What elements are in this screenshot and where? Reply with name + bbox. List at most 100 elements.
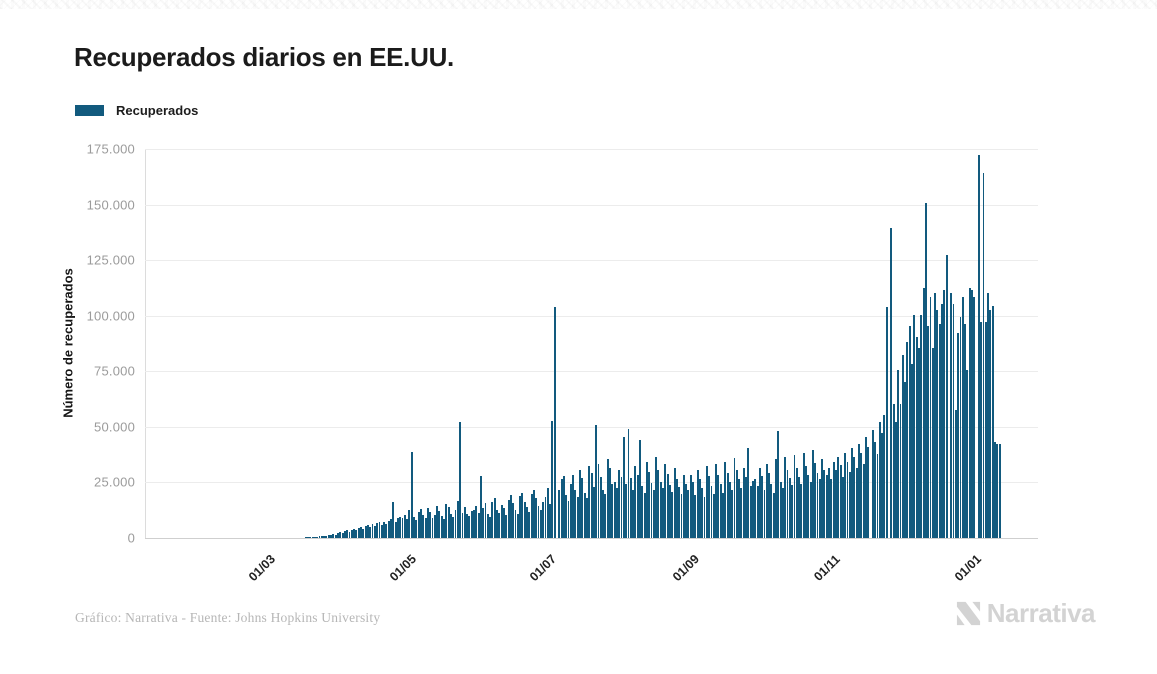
bar <box>791 485 794 538</box>
bar <box>860 452 863 538</box>
bar <box>915 337 918 538</box>
bar <box>401 518 404 538</box>
bar <box>941 303 943 538</box>
bar <box>689 474 692 538</box>
bar <box>406 519 409 538</box>
bar <box>795 468 798 538</box>
bar <box>784 457 787 538</box>
bar <box>703 497 706 538</box>
bar <box>341 533 344 538</box>
bar <box>874 441 877 538</box>
bar <box>724 461 727 538</box>
bar <box>892 403 895 538</box>
bar <box>394 522 397 538</box>
bar <box>625 483 628 538</box>
bar <box>929 297 932 538</box>
bar <box>551 421 554 538</box>
bar <box>493 497 496 538</box>
bar <box>899 403 902 538</box>
x-tick-label: 01/09 <box>670 551 703 585</box>
bar <box>459 422 462 538</box>
bar <box>675 479 678 538</box>
bar <box>982 173 985 538</box>
bar <box>943 290 946 538</box>
bar <box>579 470 581 538</box>
bar <box>973 297 976 538</box>
bar <box>680 494 683 538</box>
bar <box>505 515 508 538</box>
bar <box>643 492 646 538</box>
grid-line <box>145 315 1038 317</box>
bar <box>858 443 860 538</box>
bar <box>586 498 588 538</box>
legend-item-label: Recuperados <box>116 103 199 118</box>
y-axis-line <box>145 149 146 538</box>
bar <box>454 510 457 538</box>
bar <box>918 348 920 538</box>
bar <box>883 414 886 538</box>
bar <box>775 459 777 538</box>
bar <box>484 502 487 538</box>
grid-line <box>145 260 1038 262</box>
bar <box>715 463 717 538</box>
bar <box>576 497 579 538</box>
bar <box>475 505 478 538</box>
bar <box>613 481 616 538</box>
bar <box>876 453 879 538</box>
bar <box>417 512 420 538</box>
bar <box>424 517 427 538</box>
x-tick-label: 01/05 <box>386 551 419 585</box>
bar <box>348 531 351 538</box>
y-tick-label: 25.000 <box>94 474 135 490</box>
bar <box>362 528 365 538</box>
bar <box>632 490 634 538</box>
y-axis-ticks: 0 25.000 50.000 75.000 100.000 125.000 150.000… <box>0 142 135 546</box>
bar <box>597 463 600 538</box>
y-tick-label: 0 <box>127 530 135 546</box>
bar <box>371 524 374 538</box>
bar <box>413 516 415 538</box>
bar <box>901 354 904 538</box>
bar <box>560 479 563 538</box>
brand-logo-text: Narrativa <box>986 598 1096 628</box>
bar <box>726 472 729 538</box>
bar <box>837 457 840 538</box>
bar <box>456 501 459 538</box>
bar <box>385 523 388 538</box>
bar <box>977 154 980 538</box>
bar <box>745 477 747 538</box>
bar <box>466 514 468 538</box>
bar <box>696 470 699 538</box>
bar <box>708 476 711 538</box>
bar <box>353 528 356 538</box>
bar <box>523 501 526 538</box>
bar <box>408 510 411 538</box>
bar <box>682 474 685 538</box>
bar <box>592 487 595 538</box>
bar <box>542 501 545 538</box>
grid-line <box>145 371 1038 373</box>
bar <box>572 474 575 538</box>
bar <box>855 468 858 538</box>
bar <box>719 483 722 538</box>
bar <box>998 443 1001 538</box>
bar <box>390 519 392 538</box>
bar <box>698 479 701 538</box>
bar <box>567 500 570 538</box>
bar <box>761 476 764 538</box>
bar <box>920 314 923 538</box>
bar <box>752 480 754 538</box>
bars-layer <box>145 149 1038 538</box>
bar <box>615 488 618 538</box>
bar <box>539 509 542 538</box>
bar <box>793 454 796 538</box>
bar <box>512 502 515 538</box>
bar <box>848 471 851 538</box>
bar <box>710 486 713 538</box>
bar <box>641 486 644 538</box>
bar <box>809 481 812 538</box>
bar <box>364 526 367 538</box>
bar <box>496 509 498 538</box>
bar <box>320 536 323 538</box>
